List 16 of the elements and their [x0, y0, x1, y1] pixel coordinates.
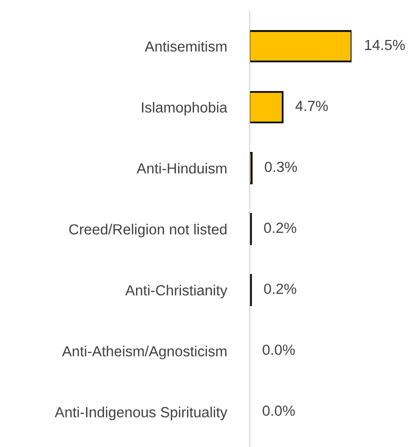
data-label: 0.0%: [262, 406, 295, 416]
y-tick-label: Anti-Christianity: [125, 284, 228, 298]
y-tick-label: Anti-Hinduism: [136, 162, 226, 174]
bar: [250, 91, 284, 124]
y-tick-label: Islamophobia: [142, 102, 228, 116]
data-label: 0.2%: [264, 284, 296, 294]
y-tick-label: Antisemitism: [144, 40, 226, 52]
data-label: 4.7%: [295, 100, 328, 112]
bar: [250, 30, 352, 62]
data-label: 0.3%: [264, 162, 297, 172]
data-label: 0.2%: [264, 222, 296, 233]
data-label: 14.5%: [365, 40, 405, 50]
y-tick-label: Creed/Religion not listed: [69, 224, 226, 238]
data-label: 0.0%: [262, 344, 295, 355]
y-tick-label: Anti-Indigenous Spirituality: [54, 406, 228, 420]
y-tick-label: Anti-Atheism/Agnosticism: [62, 346, 226, 360]
